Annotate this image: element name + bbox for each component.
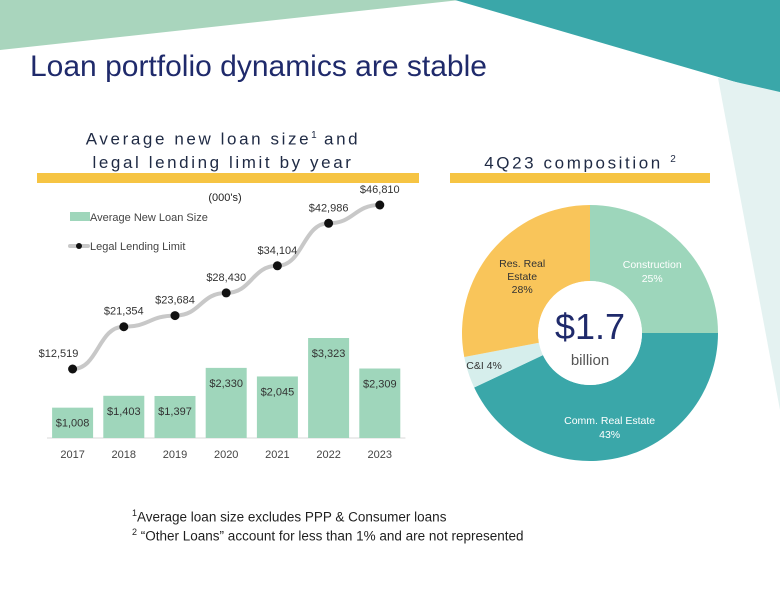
right-accent-bar <box>450 173 710 183</box>
line-label-2020: $28,430 <box>206 272 246 284</box>
footnote-2-text: “Other Loans” account for less than 1% a… <box>137 528 524 544</box>
legend-bar-label: Average New Loan Size <box>90 212 208 224</box>
line-label-2017: $12,519 <box>39 348 79 360</box>
right-title-sup: 2 <box>670 154 676 165</box>
line-label-2018: $21,354 <box>104 306 144 318</box>
deco-top-left-band <box>0 0 460 50</box>
x-tick-2019: 2019 <box>163 449 187 461</box>
footnote-2: 2 “Other Loans” account for less than 1%… <box>132 527 524 544</box>
deco-right-pale-band <box>718 78 780 410</box>
footnote-1-text: Average loan size excludes PPP & Consume… <box>137 509 447 525</box>
slice-label-res-real-estate-l1: Res. Real <box>499 258 545 270</box>
slice-comm-real-estate <box>474 333 718 461</box>
x-tick-2017: 2017 <box>60 449 84 461</box>
deco-top-right-band <box>455 0 780 95</box>
left-panel-title: Average new loan size1 and legal lending… <box>40 124 406 174</box>
line-label-2022: $42,986 <box>309 202 349 214</box>
left-title-sup: 1 <box>311 130 317 141</box>
line-label-2021: $34,104 <box>258 245 298 257</box>
slice-label-comm-real-estate: Comm. Real Estate <box>564 415 655 427</box>
legend-line-marker <box>76 243 82 249</box>
line-point-2023 <box>375 200 385 210</box>
bar-label-2020: $2,330 <box>209 378 243 390</box>
line-label-2023: $46,810 <box>360 184 400 196</box>
page-title: Loan portfolio dynamics are stable <box>30 50 487 83</box>
footnote-1: 1Average loan size excludes PPP & Consum… <box>132 508 446 525</box>
line-point-2019 <box>170 311 180 321</box>
bar-label-2017: $1,008 <box>56 418 90 430</box>
bar-2023 <box>359 368 401 438</box>
slice-label-construction: Construction <box>623 259 682 271</box>
slice-pct-comm-real-estate: 43% <box>599 429 620 441</box>
left-title-line1-end: and <box>316 129 361 149</box>
legend-bar-swatch <box>70 212 90 221</box>
bar-2022 <box>308 338 350 438</box>
slice-pct-construction: 25% <box>642 273 663 285</box>
line-point-2018 <box>119 322 129 332</box>
bar-label-2019: $1,397 <box>158 406 192 418</box>
footnote-2-mark: 2 <box>132 527 138 537</box>
line-point-2017 <box>68 364 78 374</box>
left-title-line1: Average new loan size <box>85 129 312 149</box>
donut-hole <box>538 281 642 385</box>
x-tick-2022: 2022 <box>316 449 340 461</box>
bar-2019 <box>154 395 196 438</box>
slice-label-res-real-estate-l2: Estate <box>507 271 537 283</box>
bar-2021 <box>256 376 298 438</box>
bar-label-2022: $3,323 <box>312 348 346 360</box>
slice-construction <box>590 205 718 333</box>
slice-res-real-estate <box>462 205 590 357</box>
bar-label-2018: $1,403 <box>107 406 141 418</box>
line-point-2022 <box>324 218 334 228</box>
slice-label-c-i: C&I 4% <box>466 360 502 372</box>
slice-pct-res-real-estate: 28% <box>512 284 533 296</box>
line-point-2020 <box>221 288 231 298</box>
left-title-line2: legal lending limit by year <box>92 152 354 172</box>
right-title-text: 4Q23 composition <box>484 153 663 173</box>
slice-c-i <box>464 342 543 388</box>
bar-2020 <box>205 367 247 438</box>
bar-2017 <box>52 407 94 438</box>
legend-line-label: Legal Lending Limit <box>90 241 185 253</box>
footnote-1-mark: 1 <box>132 508 138 518</box>
line-point-2021 <box>272 261 282 271</box>
bar-2018 <box>103 395 145 438</box>
units-label: (000's) <box>208 192 241 204</box>
x-tick-2021: 2021 <box>265 449 289 461</box>
bar-label-2023: $2,309 <box>363 379 397 391</box>
left-accent-bar <box>37 173 419 183</box>
donut-center-value: $1.7 <box>555 306 625 347</box>
x-tick-2018: 2018 <box>112 449 136 461</box>
x-tick-2023: 2023 <box>368 449 392 461</box>
combo-chart: (000's)Average New Loan Size Legal Lendin… <box>39 184 406 461</box>
bar-label-2021: $2,045 <box>261 386 295 398</box>
donut-chart: Construction 25% Comm. Real Estate 43% C&I 4… <box>462 205 718 461</box>
x-tick-2020: 2020 <box>214 449 238 461</box>
line-label-2019: $23,684 <box>155 295 195 307</box>
donut-center-unit: billion <box>571 352 609 369</box>
right-panel-title: 4Q23 composition 2 <box>450 148 710 175</box>
